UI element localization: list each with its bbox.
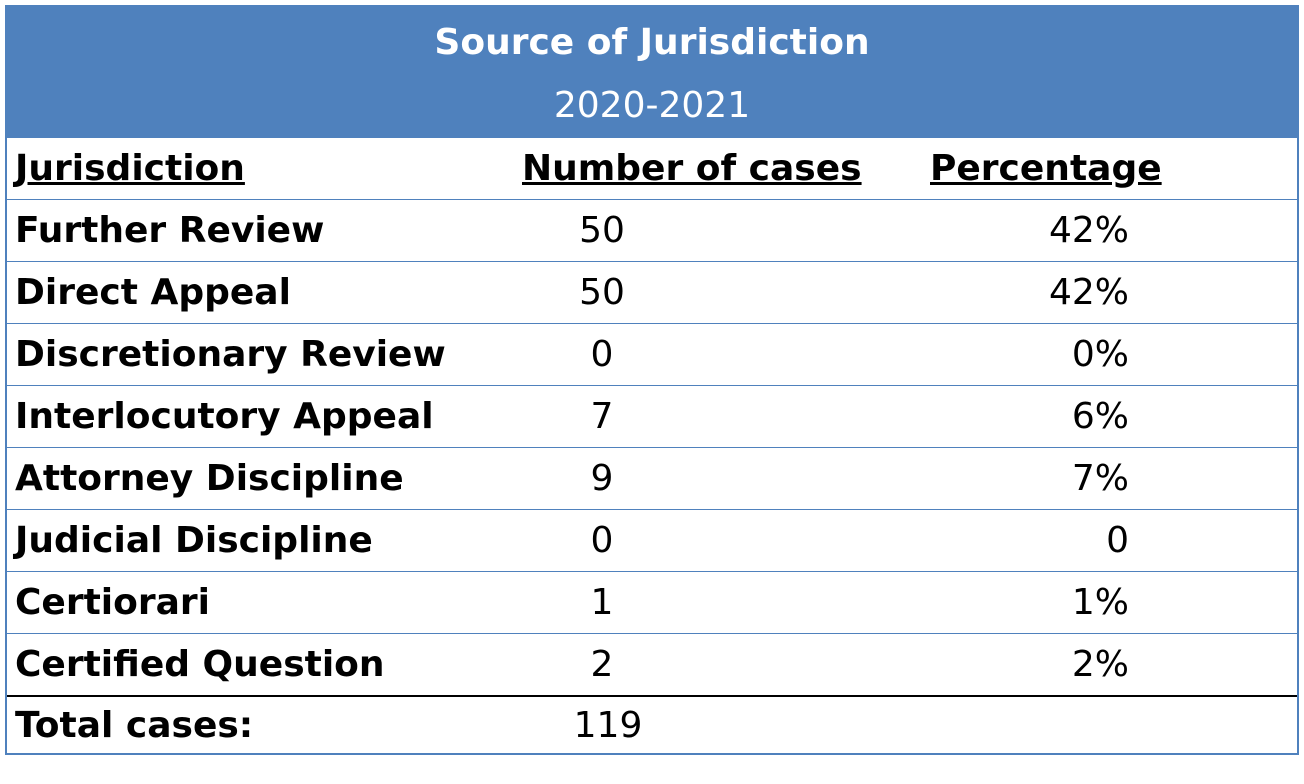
percentage-cell: 0 bbox=[1106, 520, 1129, 561]
total-label: Total cases: bbox=[15, 705, 254, 746]
column-header-percentage: Percentage bbox=[930, 148, 1162, 189]
jurisdiction-cell: Discretionary Review bbox=[15, 334, 446, 375]
table-row: Direct Appeal 50 42% bbox=[7, 261, 1297, 323]
cases-cell: 50 bbox=[579, 210, 625, 251]
table-row: Certiorari 1 1% bbox=[7, 571, 1297, 633]
table-subtitle: 2020-2021 bbox=[553, 85, 751, 126]
cases-cell: 1 bbox=[590, 582, 614, 623]
total-row: Total cases: 119 bbox=[7, 695, 1297, 753]
percentage-cell: 7% bbox=[1071, 458, 1129, 499]
table-row: Judicial Discipline 0 0 bbox=[7, 509, 1297, 571]
jurisdiction-cell: Further Review bbox=[15, 210, 325, 251]
table-header: Source of Jurisdiction 2020-2021 bbox=[7, 7, 1297, 137]
percentage-cell: 2% bbox=[1071, 644, 1129, 685]
jurisdiction-table: Source of Jurisdiction 2020-2021 Jurisdi… bbox=[5, 5, 1299, 755]
percentage-cell: 6% bbox=[1071, 396, 1129, 437]
jurisdiction-cell: Judicial Discipline bbox=[15, 520, 373, 561]
cases-cell: 50 bbox=[579, 272, 625, 313]
jurisdiction-cell: Interlocutory Appeal bbox=[15, 396, 434, 437]
jurisdiction-cell: Certiorari bbox=[15, 582, 211, 623]
percentage-cell: 42% bbox=[1048, 272, 1129, 313]
cases-cell: 7 bbox=[590, 396, 614, 437]
table-row: Attorney Discipline 9 7% bbox=[7, 447, 1297, 509]
cases-cell: 0 bbox=[590, 520, 614, 561]
table-row: Interlocutory Appeal 7 6% bbox=[7, 385, 1297, 447]
jurisdiction-cell: Certified Question bbox=[15, 644, 385, 685]
jurisdiction-cell: Direct Appeal bbox=[15, 272, 291, 313]
column-header-jurisdiction: Jurisdiction bbox=[15, 148, 245, 189]
percentage-cell: 0% bbox=[1071, 334, 1129, 375]
jurisdiction-cell: Attorney Discipline bbox=[15, 458, 404, 499]
cases-cell: 9 bbox=[590, 458, 614, 499]
column-header-number-of-cases: Number of cases bbox=[522, 148, 862, 189]
percentage-cell: 42% bbox=[1048, 210, 1129, 251]
total-cases-value: 119 bbox=[573, 705, 643, 746]
table-row: Further Review 50 42% bbox=[7, 199, 1297, 261]
cases-cell: 2 bbox=[590, 644, 614, 685]
table-row: Certified Question 2 2% bbox=[7, 633, 1297, 695]
table-row: Discretionary Review 0 0% bbox=[7, 323, 1297, 385]
cases-cell: 0 bbox=[590, 334, 614, 375]
table-title: Source of Jurisdiction bbox=[434, 22, 870, 63]
column-header-row: Jurisdiction Number of cases Percentage bbox=[7, 137, 1297, 199]
percentage-cell: 1% bbox=[1071, 582, 1129, 623]
